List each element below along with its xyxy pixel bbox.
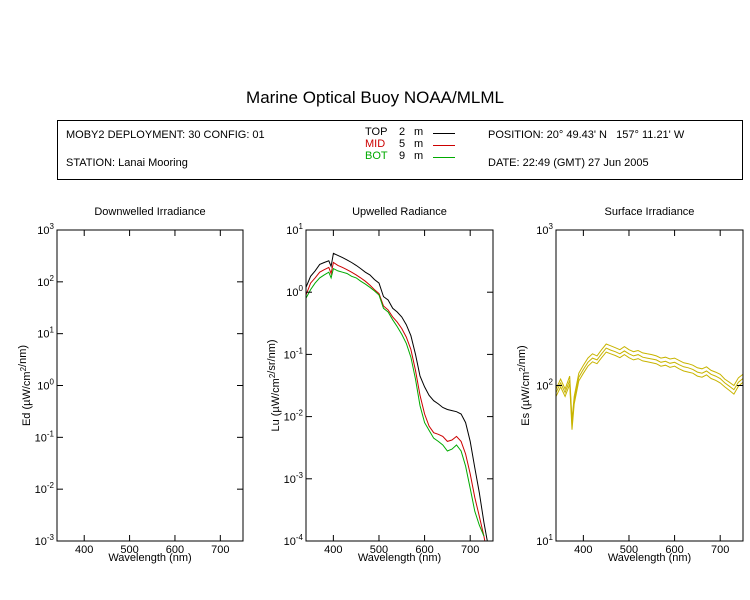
legend-bot-unit: m: [414, 150, 424, 162]
legend-top-depth: 2: [399, 126, 406, 138]
series-line-2: [306, 267, 485, 537]
series-line-1: [306, 261, 486, 541]
position-text: POSITION: 20° 49.43' N 157° 11.21' W: [488, 129, 685, 141]
y-tick-label: 101: [536, 533, 553, 548]
y-tick-label: 102: [37, 274, 54, 289]
y-tick-label: 103: [536, 222, 553, 237]
legend-top-unit: m: [414, 126, 424, 138]
date-text: DATE: 22:49 (GMT) 27 Jun 2005: [488, 157, 649, 169]
x-tick-label: 400: [574, 544, 592, 556]
y-axis-label: Ed (µW/cm2/nm): [17, 345, 33, 426]
station-text: STATION: Lanai Mooring: [66, 157, 188, 169]
x-tick-label: 600: [166, 544, 184, 556]
legend-mid-depth: 5: [399, 138, 406, 150]
y-tick-label: 100: [286, 284, 303, 299]
plot-frame: [305, 229, 494, 542]
chart-0: Downwelled Irradiance 400 500 600 700 Wavelen…: [17, 206, 244, 564]
plot-frame: [56, 229, 244, 542]
x-axis-label: Wavelength (nm): [358, 552, 441, 564]
y-tick-label: 10-1: [35, 429, 55, 444]
series-line-2: [556, 351, 743, 430]
x-tick-label: 700: [211, 544, 229, 556]
x-tick-label: 400: [75, 544, 93, 556]
deployment-text: MOBY2 DEPLOYMENT: 30 CONFIG: 01: [66, 129, 265, 141]
legend-top-label: TOP: [365, 126, 388, 138]
series-line-1: [556, 347, 743, 425]
x-axis-label: Wavelength (nm): [608, 552, 691, 564]
chart-title: Upwelled Radiance: [352, 206, 447, 218]
x-tick-label: 500: [620, 544, 638, 556]
legend-mid-unit: m: [414, 138, 424, 150]
legend-bot-label: BOT: [365, 150, 388, 162]
x-axis-label: Wavelength (nm): [108, 552, 191, 564]
x-tick-label: 600: [415, 544, 433, 556]
y-tick-label: 103: [37, 222, 54, 237]
y-tick-label: 10-1: [284, 346, 304, 361]
page-title: Marine Optical Buoy NOAA/MLML: [246, 88, 504, 107]
y-tick-label: 100: [37, 378, 54, 393]
y-tick-label: 10-3: [284, 471, 304, 486]
chart-1: Upwelled Radiance 400 500 600 700 Wavelength …: [266, 206, 494, 564]
y-axis-label: Es (µW/cm2/nm): [516, 345, 532, 425]
y-tick-label: 10-3: [35, 533, 55, 548]
legend-mid-label: MID: [365, 138, 386, 150]
info-box: MOBY2 DEPLOYMENT: 30 CONFIG: 01 STATION:…: [57, 120, 743, 180]
y-tick-label: 10-4: [284, 533, 304, 548]
y-tick-label: 10-2: [284, 409, 304, 424]
series-line-0: [556, 343, 743, 421]
x-tick-label: 400: [324, 544, 342, 556]
x-tick-label: 500: [120, 544, 138, 556]
y-tick-label: 101: [286, 222, 303, 237]
chart-title: Surface Irradiance: [605, 206, 695, 218]
y-tick-label: 10-2: [35, 481, 55, 496]
legend-top-line: [433, 133, 455, 134]
x-tick-label: 700: [461, 544, 479, 556]
plot-frame: [555, 229, 744, 542]
legend-mid-line: [433, 145, 455, 146]
chart-title: Downwelled Irradiance: [94, 206, 205, 218]
legend-bot-depth: 9: [399, 150, 406, 162]
chart-2: Surface Irradiance 400 500 600 700 Wavelength…: [516, 206, 744, 564]
y-axis-label: Lu (µW/cm2/sr/nm): [266, 339, 282, 431]
legend-bot-line: [433, 157, 455, 158]
series-line-0: [306, 252, 488, 541]
x-tick-label: 500: [370, 544, 388, 556]
x-tick-label: 600: [665, 544, 683, 556]
y-tick-label: 101: [37, 326, 54, 341]
y-tick-label: 102: [536, 378, 553, 393]
x-tick-label: 700: [711, 544, 729, 556]
